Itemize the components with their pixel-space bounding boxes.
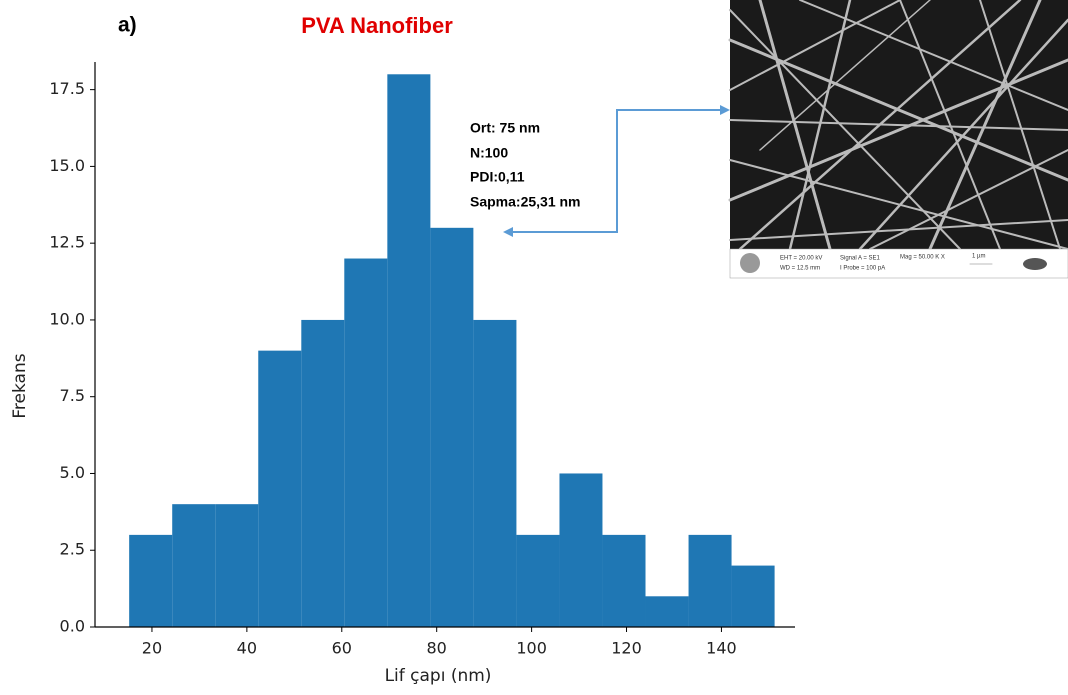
bar — [430, 227, 474, 627]
bar — [731, 565, 775, 627]
inset-label: WD = 12.5 mm — [780, 266, 820, 272]
bar — [516, 534, 560, 627]
bar — [645, 596, 689, 627]
y-tick-label: 12.5 — [49, 233, 85, 252]
bar — [602, 534, 646, 627]
inset-label: Signal A = SE1 — [840, 256, 881, 262]
x-tick-label: 20 — [142, 639, 162, 658]
y-tick-label: 5.0 — [60, 463, 85, 482]
panel-label: a) — [118, 14, 137, 37]
y-tick-label: 10.0 — [49, 309, 85, 328]
inset-label: Mag = 50.00 K X — [900, 255, 945, 261]
bar — [344, 258, 388, 627]
x-tick-label: 140 — [706, 639, 737, 658]
annotation: Sapma:25,31 nm — [470, 194, 581, 210]
bar — [473, 319, 517, 627]
y-tick-label: 0.0 — [60, 617, 85, 636]
chart-title: PVA Nanofiber — [301, 13, 453, 38]
x-tick-label: 60 — [332, 639, 352, 658]
annotation: Ort: 75 nm — [470, 120, 540, 136]
bar — [129, 534, 173, 627]
bar — [559, 473, 603, 627]
bar — [258, 350, 302, 627]
y-tick-label: 17.5 — [49, 79, 85, 98]
bar — [301, 319, 345, 627]
y-axis-label: Frekans — [10, 353, 30, 418]
y-tick-label: 2.5 — [60, 540, 85, 559]
y-tick-label: 15.0 — [49, 156, 85, 175]
annotation: N:100 — [470, 145, 508, 161]
y-tick-label: 7.5 — [60, 386, 85, 405]
annotation: PDI:0,11 — [470, 169, 525, 185]
bar — [215, 504, 259, 627]
inset-label: 1 µm — [972, 254, 985, 260]
x-tick-label: 80 — [427, 639, 447, 658]
x-tick-label: 100 — [516, 639, 547, 658]
inset-label: I Probe = 100 pA — [840, 266, 885, 272]
bar — [387, 74, 431, 628]
inset-label: EHT = 20.00 kV — [780, 256, 822, 262]
bar — [172, 504, 216, 627]
x-tick-label: 40 — [237, 639, 257, 658]
x-axis-label: Lif çapı (nm) — [385, 666, 492, 686]
x-tick-label: 120 — [611, 639, 642, 658]
bar — [688, 534, 732, 627]
arrow — [503, 105, 730, 237]
sem-image — [728, 0, 1068, 279]
